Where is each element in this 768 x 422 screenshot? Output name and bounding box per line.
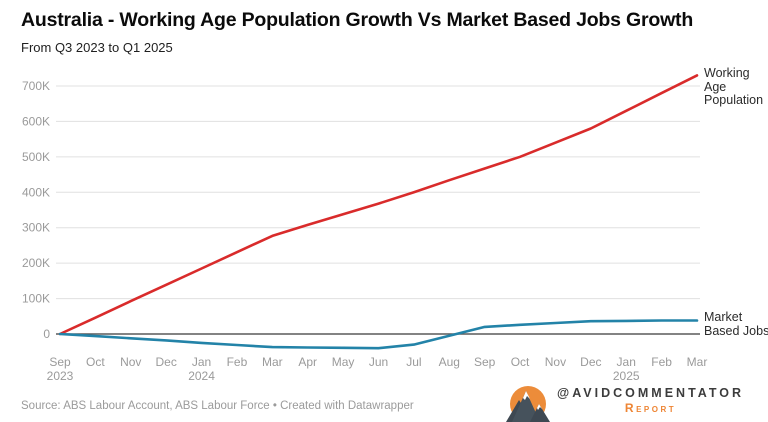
x-tick-label: Jan bbox=[192, 355, 211, 369]
x-tick-label: Jan bbox=[617, 355, 636, 369]
y-tick-label: 400K bbox=[22, 185, 50, 199]
x-tick-label: Apr bbox=[298, 355, 317, 369]
x-tick-label: Feb bbox=[651, 355, 672, 369]
brand-handle: @AVIDCOMMENTATOR bbox=[557, 386, 745, 400]
series-label-market-based-jobs: Market Based Jobs bbox=[704, 310, 768, 338]
x-tick-label: Dec bbox=[155, 355, 176, 369]
mountain-logo-icon bbox=[506, 386, 550, 422]
x-tick-label: Oct bbox=[511, 355, 530, 369]
source-attribution: Source: ABS Labour Account, ABS Labour F… bbox=[21, 400, 414, 412]
x-tick-label: Nov bbox=[545, 355, 566, 369]
chart-area: 0 100K 200K 300K 400K 500K 600K 700K Sep 2023 Oct N… bbox=[0, 58, 768, 388]
x-tick-label: Sep bbox=[474, 355, 496, 369]
x-tick-label: Mar bbox=[262, 355, 283, 369]
series-line-market-based-jobs bbox=[58, 319, 699, 350]
x-tick-label: Sep bbox=[49, 355, 71, 369]
x-tick-year-label: 2025 bbox=[613, 369, 640, 383]
series-line-working-age-population bbox=[58, 74, 699, 336]
x-tick-label: Aug bbox=[439, 355, 460, 369]
y-tick-label: 300K bbox=[22, 221, 50, 235]
chart-title: Australia - Working Age Population Growt… bbox=[21, 9, 694, 31]
x-tick-year-label: 2024 bbox=[188, 369, 215, 383]
series-label-working-age-population: Working Age Population bbox=[704, 66, 764, 107]
brand-badge: @AVIDCOMMENTATOR Report bbox=[504, 383, 741, 422]
x-tick-label: Nov bbox=[120, 355, 141, 369]
x-tick-label: Feb bbox=[227, 355, 248, 369]
x-tick-label: Oct bbox=[86, 355, 105, 369]
y-tick-label: 100K bbox=[22, 292, 50, 306]
x-tick-label: Jun bbox=[369, 355, 388, 369]
x-tick-label: Dec bbox=[580, 355, 601, 369]
brand-sub-label: Report bbox=[624, 401, 677, 415]
x-tick-label: May bbox=[332, 355, 355, 369]
x-tick-label: Jul bbox=[406, 355, 421, 369]
y-tick-label: 500K bbox=[22, 150, 50, 164]
x-tick-label: Mar bbox=[687, 355, 708, 369]
y-tick-label: 600K bbox=[22, 114, 50, 128]
chart-subtitle: From Q3 2023 to Q1 2025 bbox=[21, 40, 173, 55]
brand-text-block: @AVIDCOMMENTATOR Report bbox=[557, 383, 744, 415]
x-tick-year-label: 2023 bbox=[47, 369, 74, 383]
y-tick-label: 700K bbox=[22, 79, 50, 93]
y-tick-label: 200K bbox=[22, 256, 50, 270]
y-tick-label: 0 bbox=[43, 327, 50, 341]
